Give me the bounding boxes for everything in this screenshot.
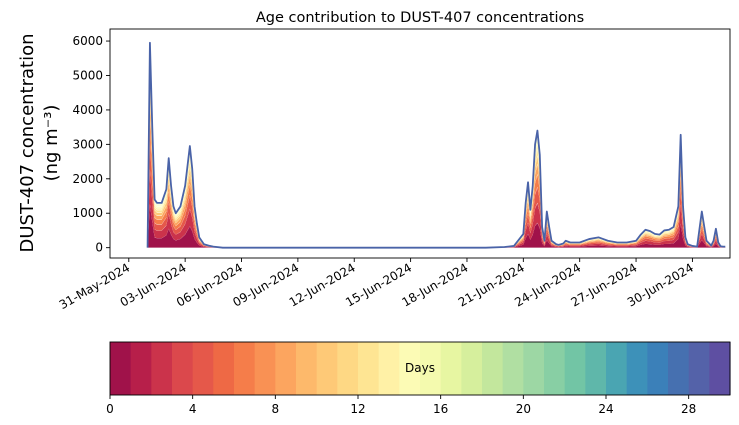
age-band-0-days (147, 204, 726, 248)
colorbar-cell (358, 342, 380, 395)
colorbar-cell (316, 342, 338, 395)
age-band-8-days (147, 102, 726, 248)
colorbar-cell (151, 342, 173, 395)
age-band-6-days (147, 120, 726, 248)
colorbar-cell (502, 342, 524, 395)
age-band-15-days (147, 54, 726, 248)
colorbar-cell (399, 342, 421, 395)
colorbar-cell (709, 342, 731, 395)
colorbar-frame (109, 341, 731, 396)
age-band-12-days (147, 76, 726, 248)
colorbar-ticks: 0 4 8 12 16 20 24 28 (106, 395, 696, 416)
colorbar-cell (440, 342, 462, 395)
y-tick-label: 1000 (72, 206, 103, 220)
y-tick-label: 0 (95, 241, 103, 255)
chart-title: Age contribution to DUST-407 concentrati… (256, 10, 584, 26)
y-tick-label: 2000 (72, 172, 103, 186)
colorbar-tick-label: 28 (681, 402, 696, 416)
colorbar-tick-label: 24 (598, 402, 613, 416)
colorbar-cell (234, 342, 256, 395)
colorbar-cell (564, 342, 586, 395)
colorbar-cell (172, 342, 194, 395)
colorbar-tick-label: 0 (106, 402, 114, 416)
age-band-17-days (147, 45, 726, 248)
colorbar-cell (337, 342, 359, 395)
plot-area (146, 41, 726, 249)
age-band-16-days (147, 49, 726, 248)
colorbar-tick-label: 16 (433, 402, 448, 416)
colorbar-cell (192, 342, 214, 395)
colorbar-cell (461, 342, 483, 395)
colorbar-tick-label: 4 (189, 402, 197, 416)
colorbar: Days 0 4 8 12 16 20 24 28 (106, 341, 731, 416)
colorbar-label: Days (405, 361, 435, 375)
colorbar-cell (606, 342, 628, 395)
colorbar-cell (130, 342, 152, 395)
colorbar-cell (110, 342, 132, 395)
age-band-14-days (147, 60, 726, 248)
colorbar-cell (482, 342, 504, 395)
y-tick-label: 6000 (72, 34, 103, 48)
colorbar-cell (668, 342, 690, 395)
y-axis-label-line1: DUST-407 concentration (17, 33, 38, 252)
colorbar-cell (626, 342, 648, 395)
colorbar-cell (544, 342, 566, 395)
colorbar-cell (688, 342, 710, 395)
colorbar-tick-label: 8 (272, 402, 280, 416)
y-axis-label: DUST-407 concentration (ng m⁻³) (17, 33, 62, 252)
plot-frame (109, 28, 731, 259)
colorbar-cell (523, 342, 545, 395)
colorbar-cell (420, 342, 442, 395)
y-axis-ticks: 0 1000 2000 3000 4000 5000 6000 (72, 34, 110, 255)
colorbar-cell (275, 342, 297, 395)
colorbar-tick-label: 20 (516, 402, 531, 416)
colorbar-cell (296, 342, 318, 395)
age-bands (147, 45, 726, 248)
colorbar-cell (213, 342, 235, 395)
y-tick-label: 5000 (72, 68, 103, 82)
colorbar-cell (254, 342, 276, 395)
y-axis-label-line2: (ng m⁻³) (41, 105, 62, 182)
colorbar-cell (647, 342, 669, 395)
age-band-13-days (147, 67, 726, 248)
age-band-4-days (147, 142, 726, 248)
colorbar-cell (378, 342, 400, 395)
colorbar-tick-label: 12 (350, 402, 365, 416)
colorbar-cells (110, 342, 731, 395)
y-tick-label: 4000 (72, 103, 103, 117)
colorbar-cell (585, 342, 607, 395)
total-concentration-line (146, 41, 726, 249)
age-band-10-days (147, 88, 726, 248)
y-tick-label: 3000 (72, 137, 103, 151)
x-axis-ticks: 31-May-202403-Jun-202406-Jun-202409-Jun-… (57, 258, 696, 312)
